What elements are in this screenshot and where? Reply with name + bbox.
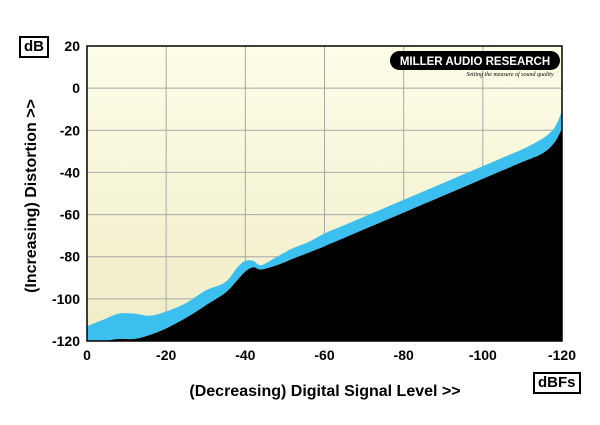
y-unit-label: dB bbox=[19, 36, 49, 58]
y-tick-label: -100 bbox=[52, 291, 80, 307]
x-tick-label: -40 bbox=[235, 347, 255, 363]
distortion-band bbox=[87, 111, 562, 342]
y-tick-label: -80 bbox=[60, 249, 80, 265]
x-tick-labels: 0 -20 -40 -60 -80 -100 -120 bbox=[83, 347, 576, 363]
y-tick-label: -20 bbox=[60, 122, 80, 138]
logo-text: MILLER AUDIO RESEARCH bbox=[400, 56, 550, 68]
x-tick-label: -20 bbox=[156, 347, 176, 363]
y-tick-labels: 20 0 -20 -40 -60 -80 -100 -120 bbox=[52, 38, 80, 349]
y-axis-title: (Increasing) Distortion >> bbox=[23, 99, 40, 293]
miller-audio-research-logo: MILLER AUDIO RESEARCH Setting the measur… bbox=[390, 51, 560, 78]
plot-frame bbox=[86, 45, 563, 342]
y-tick-label: 20 bbox=[64, 38, 80, 54]
y-tick-label: -60 bbox=[60, 207, 80, 223]
y-tick-label: -40 bbox=[60, 164, 80, 180]
x-tick-label: 0 bbox=[83, 347, 91, 363]
x-tick-label: -100 bbox=[469, 347, 497, 363]
y-tick-label: -120 bbox=[52, 333, 80, 349]
x-unit-label: dBFs bbox=[533, 372, 581, 394]
logo-tagline: Setting the measure of sound quality bbox=[466, 71, 554, 78]
x-tick-label: -120 bbox=[548, 347, 576, 363]
x-tick-label: -80 bbox=[394, 347, 414, 363]
x-tick-label: -60 bbox=[314, 347, 334, 363]
x-axis-title: (Decreasing) Digital Signal Level >> bbox=[189, 383, 461, 400]
y-tick-label: 0 bbox=[72, 80, 80, 96]
area-below-band bbox=[87, 128, 562, 342]
